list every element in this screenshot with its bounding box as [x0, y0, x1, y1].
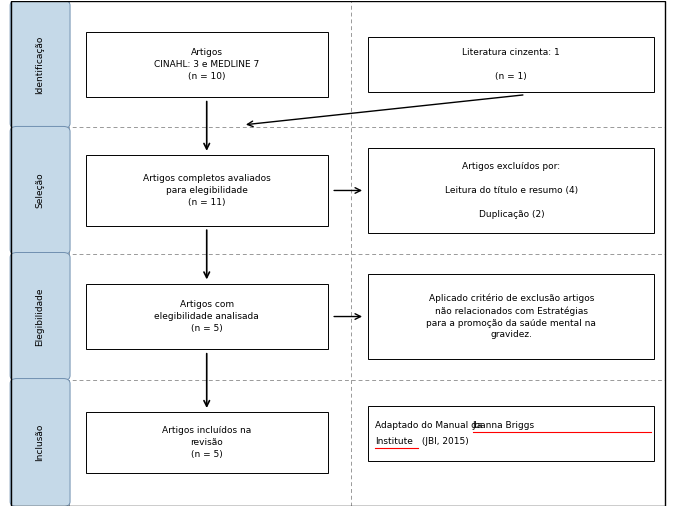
- Bar: [86, 155, 328, 226]
- Text: Joanna Briggs: Joanna Briggs: [473, 421, 535, 430]
- Bar: [368, 406, 654, 461]
- Text: Artigos com
elegibilidade analisada
(n = 5): Artigos com elegibilidade analisada (n =…: [154, 300, 259, 333]
- Bar: [368, 148, 654, 233]
- Text: Institute: Institute: [375, 438, 413, 446]
- FancyBboxPatch shape: [10, 1, 70, 128]
- Bar: [368, 274, 654, 359]
- Text: Artigos incluídos na
revisão
(n = 5): Artigos incluídos na revisão (n = 5): [162, 426, 251, 459]
- Bar: [368, 37, 654, 92]
- Text: Artigos excluídos por:

Leitura do título e resumo (4)

Duplicação (2): Artigos excluídos por: Leitura do título…: [445, 162, 578, 219]
- Text: Seleção: Seleção: [36, 173, 45, 208]
- Bar: [86, 31, 328, 97]
- Text: Literatura cinzenta: 1

(n = 1): Literatura cinzenta: 1 (n = 1): [462, 48, 560, 81]
- Text: Inclusão: Inclusão: [36, 424, 45, 461]
- Text: Aplicado critério de exclusão artigos
não relacionados com Estratégias
para a pr: Aplicado critério de exclusão artigos nã…: [427, 294, 596, 339]
- Bar: [86, 412, 328, 473]
- Text: Artigos completos avaliados
para elegibilidade
(n = 11): Artigos completos avaliados para elegibi…: [143, 174, 270, 207]
- Text: Adaptado do Manual da: Adaptado do Manual da: [375, 421, 485, 430]
- Bar: [86, 284, 328, 349]
- Text: Artigos
CINAHL: 3 e MEDLINE 7
(n = 10): Artigos CINAHL: 3 e MEDLINE 7 (n = 10): [154, 48, 260, 81]
- FancyBboxPatch shape: [10, 252, 70, 381]
- Text: Identificação: Identificação: [36, 35, 45, 94]
- Text: Elegibilidade: Elegibilidade: [36, 287, 45, 346]
- Text: (JBI, 2015): (JBI, 2015): [420, 438, 469, 446]
- FancyBboxPatch shape: [10, 126, 70, 255]
- FancyBboxPatch shape: [10, 379, 70, 506]
